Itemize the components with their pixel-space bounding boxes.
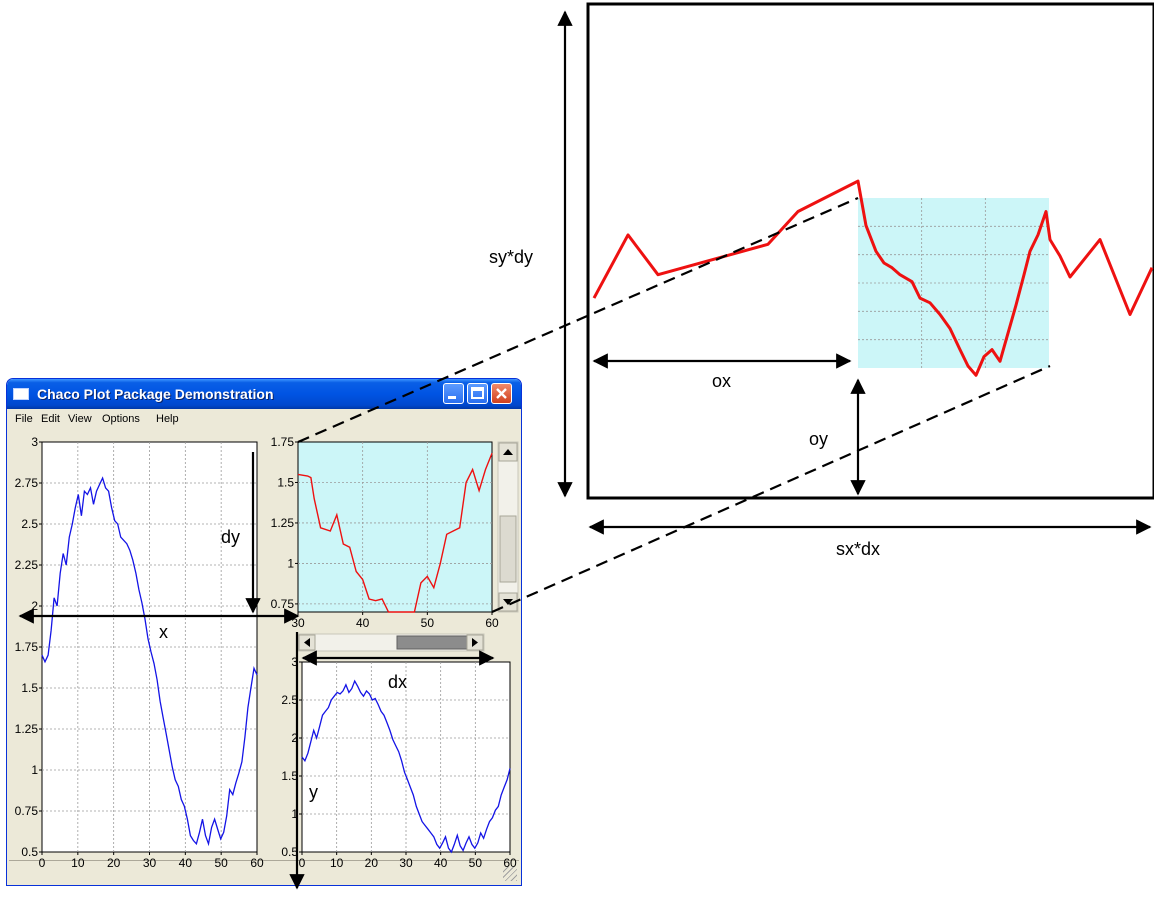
scaled-viewport xyxy=(858,198,1049,368)
y-tick-label: 2.5 xyxy=(21,517,38,531)
plot-main-series xyxy=(41,476,258,847)
y-tick-label: 1.5 xyxy=(281,769,298,783)
label-oy: oy xyxy=(809,429,828,449)
status-bar xyxy=(9,860,519,883)
y-tick-label: 1 xyxy=(31,763,38,777)
x-tick-label: 30 xyxy=(291,616,305,630)
scaled-series xyxy=(592,179,1154,377)
arrow-down-icon xyxy=(503,599,513,605)
x-tick-label: 50 xyxy=(469,856,483,870)
label-sy-dy: sy*dy xyxy=(489,247,533,267)
x-tick-label: 40 xyxy=(179,856,193,870)
plot-zoom-yticks: 0.75 1 1.25 1.5 1.75 xyxy=(271,435,298,611)
annotation-labels: dy x dx y sy*dy sx*dx ox oy xyxy=(159,247,880,802)
menu-options[interactable]: Options xyxy=(102,413,140,425)
x-tick-label: 30 xyxy=(399,856,413,870)
y-tick-label: 2.75 xyxy=(15,476,39,490)
label-dy: dy xyxy=(221,527,240,547)
window-title: Chaco Plot Package Demonstration xyxy=(37,386,274,402)
x-tick-label: 60 xyxy=(503,856,517,870)
x-tick-label: 0 xyxy=(299,856,306,870)
maximize-button[interactable] xyxy=(467,383,488,404)
x-tick-label: 50 xyxy=(214,856,228,870)
minimize-icon xyxy=(448,396,456,399)
y-tick-label: 2.5 xyxy=(281,693,298,707)
label-x: x xyxy=(159,622,168,642)
label-y: y xyxy=(309,782,318,802)
menu-file[interactable]: File xyxy=(15,413,33,425)
y-tick-label: 2 xyxy=(31,599,38,613)
horizontal-scroll-thumb[interactable] xyxy=(396,635,470,650)
horizontal-scrollbar[interactable] xyxy=(297,633,485,652)
plot-zoom-grid xyxy=(298,442,492,612)
menu-bar: File Edit View Options Help xyxy=(7,409,521,431)
x-tick-label: 0 xyxy=(39,856,46,870)
app-icon xyxy=(13,388,29,400)
resize-grip[interactable] xyxy=(503,867,517,881)
annotation-arrows xyxy=(18,10,1152,890)
y-tick-label: 2.25 xyxy=(15,558,39,572)
menu-edit[interactable]: Edit xyxy=(41,413,60,425)
label-dx: dx xyxy=(388,672,407,692)
y-tick-label: 0.5 xyxy=(21,845,38,859)
x-tick-label: 50 xyxy=(421,616,435,630)
menu-help[interactable]: Help xyxy=(156,413,179,425)
plot-zoom-xticks: 30 40 50 60 xyxy=(291,612,499,630)
y-tick-label: 1.5 xyxy=(277,475,294,489)
scaled-viewport-grid xyxy=(858,198,1049,368)
y-tick-label: 1.25 xyxy=(271,516,295,530)
x-tick-label: 40 xyxy=(356,616,370,630)
y-tick-label: 1 xyxy=(291,807,298,821)
y-tick-label: 3 xyxy=(31,435,38,449)
vertical-scroll-thumb[interactable] xyxy=(499,515,517,583)
arrow-up-icon xyxy=(503,449,513,455)
y-tick-label: 0.5 xyxy=(281,845,298,859)
y-tick-label: 1.75 xyxy=(271,435,295,449)
x-tick-label: 20 xyxy=(107,856,121,870)
x-tick-label: 60 xyxy=(250,856,264,870)
plot-small-xticks: 0 10 20 30 40 50 60 xyxy=(299,852,517,870)
plot-small: 0.5 1 1.5 2 2.5 3 0 10 20 30 40 50 60 xyxy=(281,655,517,870)
y-tick-label: 2 xyxy=(291,731,298,745)
label-sx-dx: sx*dx xyxy=(836,539,880,559)
x-tick-label: 30 xyxy=(143,856,157,870)
menu-view[interactable]: View xyxy=(68,413,92,425)
y-tick-label: 0.75 xyxy=(271,597,295,611)
vertical-scrollbar[interactable] xyxy=(497,441,519,613)
scaled-view xyxy=(586,2,1154,500)
plot-small-yticks: 0.5 1 1.5 2 2.5 3 xyxy=(281,655,302,859)
arrow-left-icon xyxy=(304,638,310,647)
y-tick-label: 3 xyxy=(291,655,298,669)
x-tick-label: 60 xyxy=(485,616,499,630)
y-tick-label: 1.25 xyxy=(15,722,39,736)
plot-zoom-area xyxy=(297,441,493,613)
x-tick-label: 20 xyxy=(365,856,379,870)
x-tick-label: 40 xyxy=(434,856,448,870)
x-tick-label: 10 xyxy=(330,856,344,870)
arrow-right-icon xyxy=(472,638,478,647)
y-tick-label: 0.75 xyxy=(15,804,39,818)
plot-zoom: 0.75 1 1.25 1.5 1.75 30 40 50 60 xyxy=(271,435,499,630)
plot-main-xticks: 0 10 20 30 40 50 60 xyxy=(39,852,264,870)
plot-main-grid xyxy=(42,442,257,852)
plot-main-yticks: 0.5 0.75 1 1.25 1.5 1.75 2 2.25 2.5 2.75 3 xyxy=(15,435,42,859)
y-tick-label: 1.5 xyxy=(21,681,38,695)
plot-zoom-series xyxy=(297,453,493,613)
minimize-button[interactable] xyxy=(443,383,464,404)
close-button[interactable] xyxy=(491,383,512,404)
title-bar[interactable]: Chaco Plot Package Demonstration xyxy=(7,379,521,409)
plot-small-series xyxy=(301,679,511,854)
y-tick-label: 1.75 xyxy=(15,640,39,654)
x-tick-label: 10 xyxy=(71,856,85,870)
maximize-icon xyxy=(471,387,484,399)
projection-lines xyxy=(297,196,1051,614)
label-ox: ox xyxy=(712,371,731,391)
close-icon xyxy=(496,388,507,399)
plot-main: 0.5 0.75 1 1.25 1.5 1.75 2 2.25 2.5 2.75 3 0 10 20 30… xyxy=(15,435,264,870)
y-tick-label: 1 xyxy=(287,556,294,570)
